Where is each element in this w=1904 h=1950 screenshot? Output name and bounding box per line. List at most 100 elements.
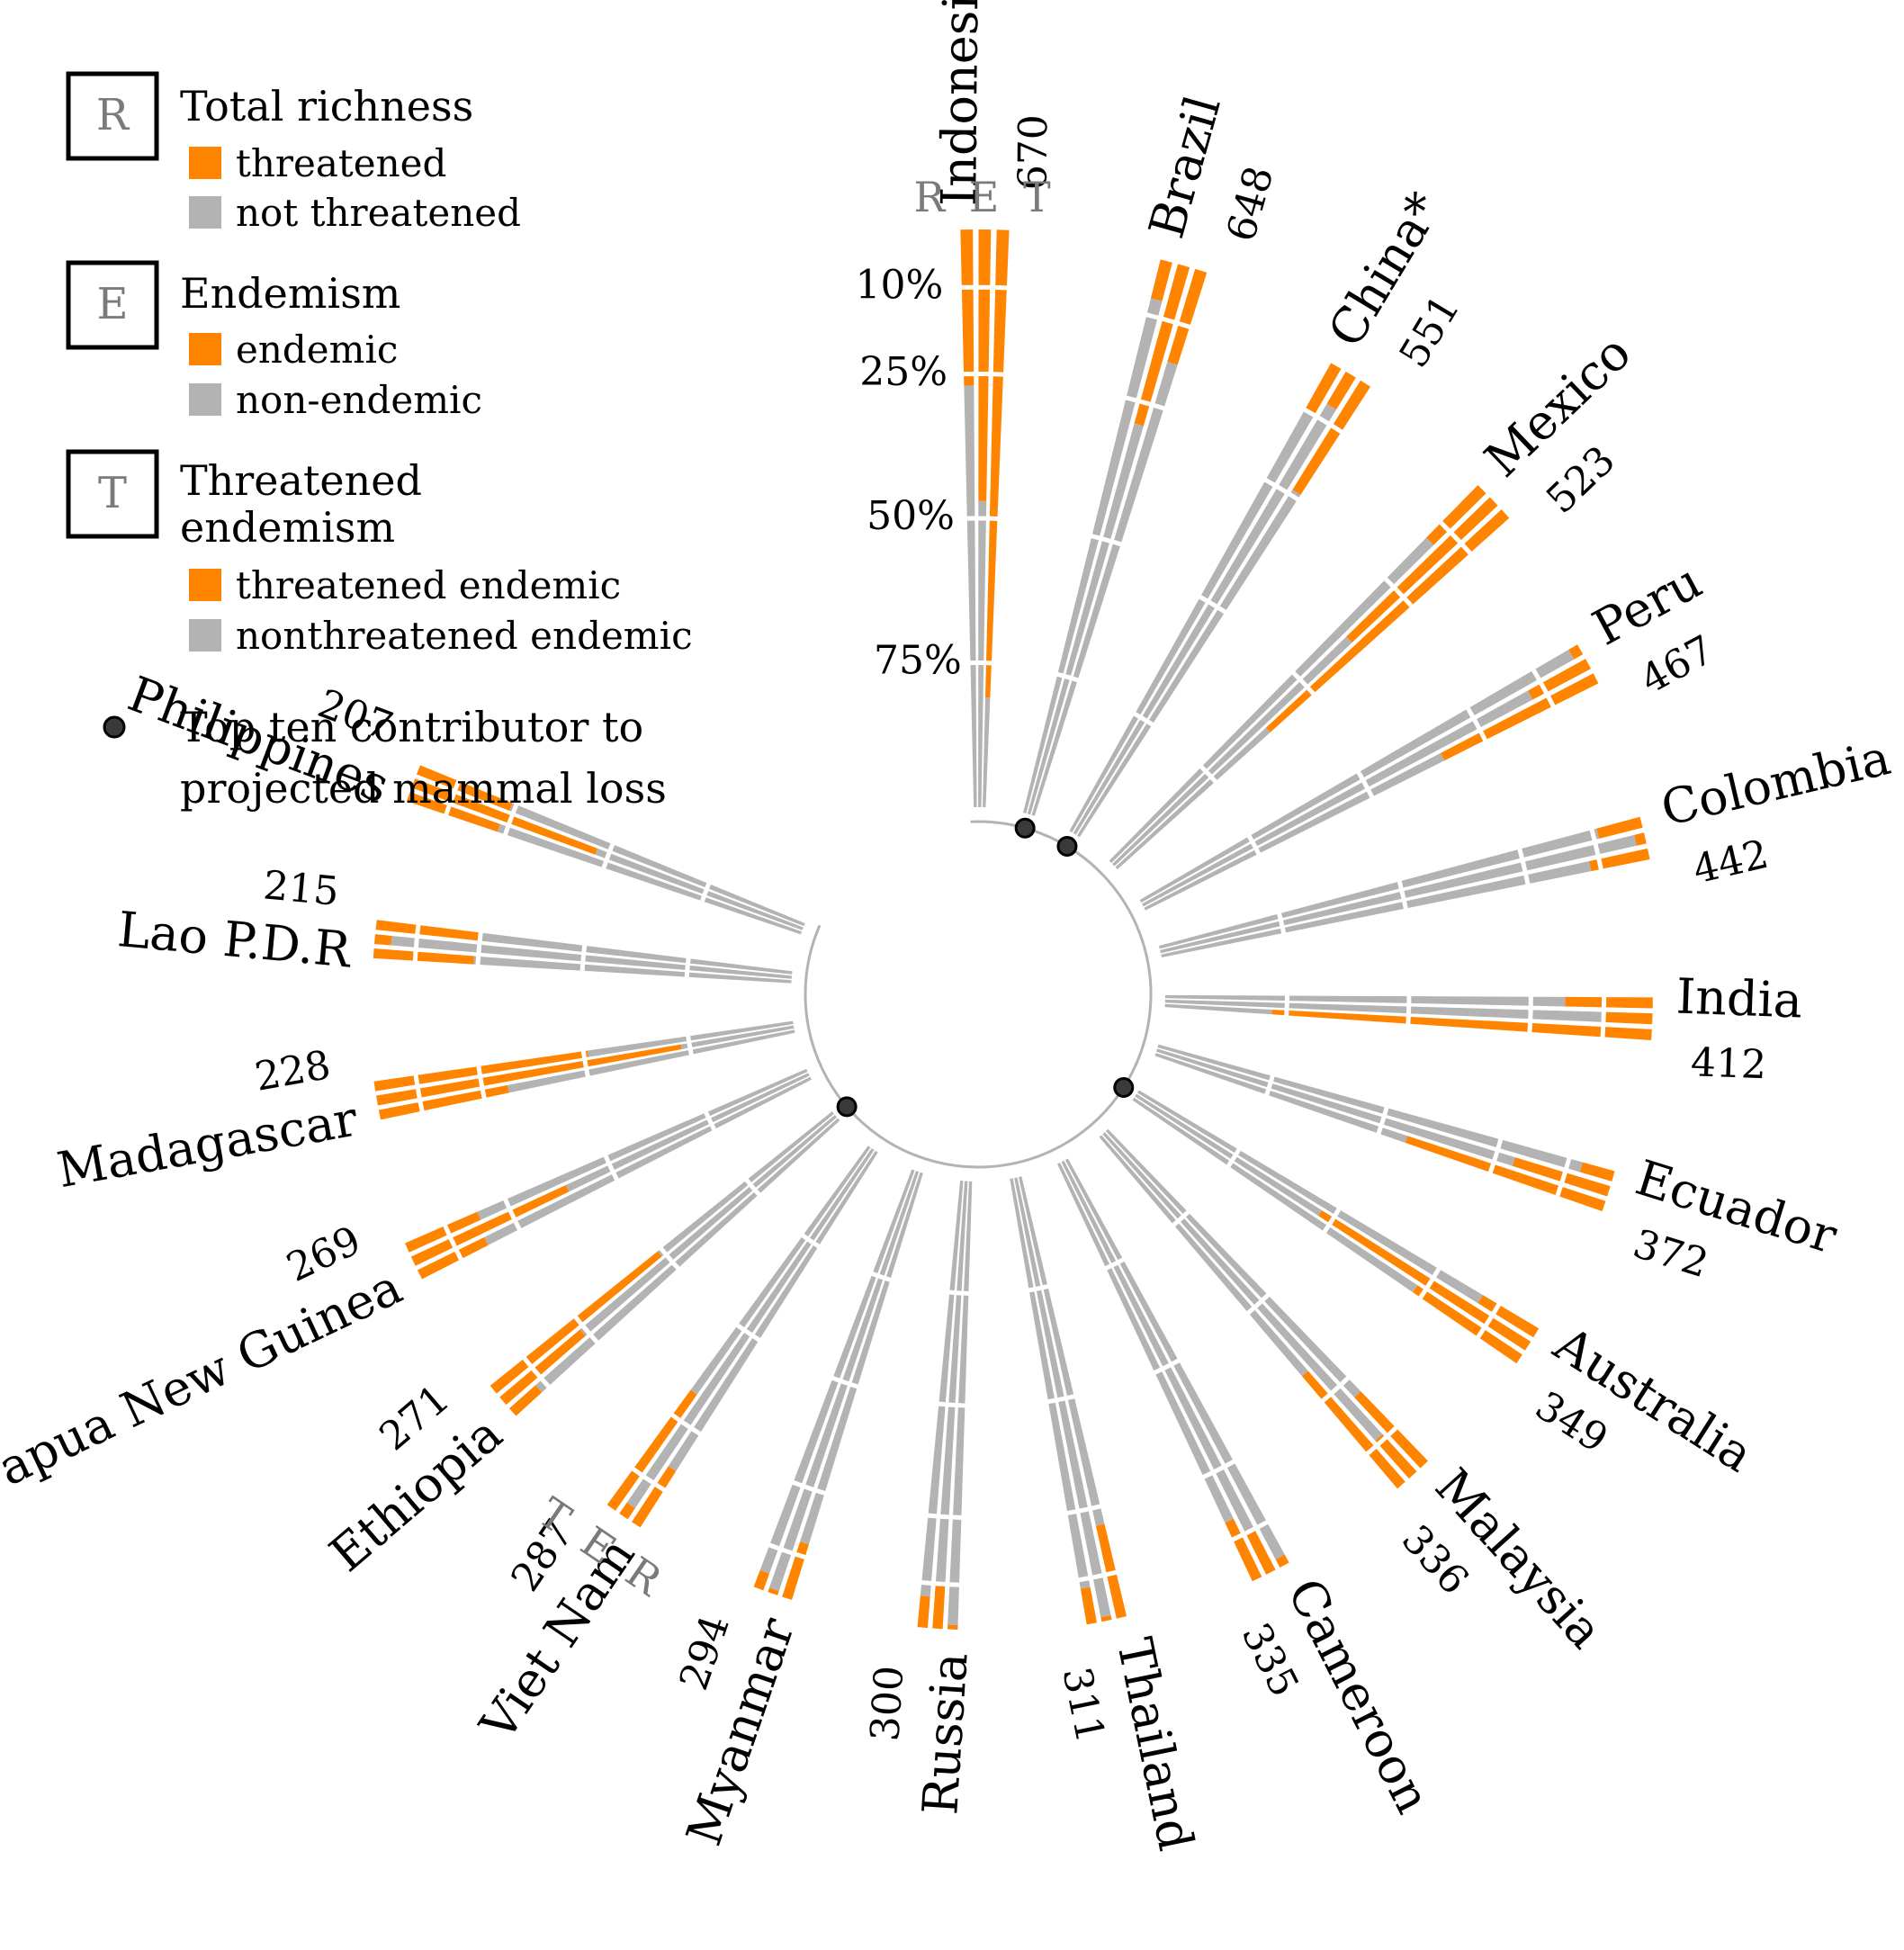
legend-title-threatened-endemism: Threatened endemism — [180, 456, 422, 552]
tick-line — [654, 1482, 666, 1493]
country-label: Papua New Guinea — [0, 1258, 410, 1510]
tick-line — [475, 956, 481, 966]
tick-line — [1321, 1393, 1332, 1403]
tick-line — [795, 1551, 806, 1560]
tick-line — [1078, 1576, 1090, 1583]
bar-e-highlight — [932, 1583, 946, 1630]
tick-line — [1376, 1126, 1383, 1135]
tick-line — [1356, 770, 1365, 780]
country-label: Cameroon — [1276, 1569, 1441, 1821]
bar-r-base — [1105, 1128, 1361, 1397]
tick-line — [579, 964, 586, 972]
bar-t-highlight — [1440, 673, 1599, 761]
bar-e-base — [935, 1181, 968, 1585]
tick-line — [700, 895, 706, 903]
bar-e-base — [1073, 403, 1337, 835]
tick-line — [1138, 399, 1152, 407]
tick-line — [1209, 776, 1217, 784]
tick-line — [1277, 912, 1283, 920]
tick-line — [781, 1547, 794, 1556]
tick-line — [1291, 670, 1301, 680]
tick-line — [1340, 1376, 1351, 1387]
tick-line — [1177, 1215, 1185, 1223]
tick-line — [607, 1163, 615, 1173]
tick-line — [1288, 491, 1300, 502]
tick-line — [1230, 1154, 1237, 1162]
tick-line — [507, 1209, 516, 1220]
bar-t-base — [690, 1146, 871, 1395]
tick-line — [665, 1254, 674, 1263]
legend-marker-label: Top ten contributor to projected mammal l… — [180, 703, 667, 813]
top-ten-marker — [1056, 835, 1078, 857]
bar-r-base — [473, 956, 792, 984]
country-count-label: 228 — [251, 1042, 334, 1101]
tick-line — [1253, 848, 1262, 856]
tick-line — [603, 1155, 611, 1164]
tick-line — [1366, 789, 1375, 799]
country-count-label: 311 — [1053, 1664, 1113, 1748]
bar-e-highlight — [376, 1044, 682, 1106]
tick-line — [1531, 668, 1541, 681]
tick-line — [1217, 606, 1227, 615]
tick-line — [1091, 534, 1100, 541]
tick-line — [412, 950, 418, 962]
tick-line — [418, 1101, 425, 1112]
tick-line — [1425, 1278, 1435, 1290]
tick-line — [1104, 1263, 1112, 1271]
country-count-label: 551 — [1390, 287, 1468, 375]
tick-line — [1376, 1435, 1388, 1447]
bar-e-highlight — [410, 1184, 570, 1266]
legend-label-non-endemic: non-endemic — [236, 378, 482, 422]
bar-t-highlight — [1265, 509, 1510, 732]
bar-r-highlight — [1579, 1162, 1615, 1182]
tick-line — [921, 1579, 932, 1586]
tick-line — [735, 1323, 745, 1332]
tick-line — [1105, 1569, 1118, 1577]
tick-line — [815, 1488, 826, 1496]
tick-line — [1035, 1285, 1042, 1291]
tick-line — [607, 842, 615, 852]
legend: R Total richness threatened not threaten… — [66, 71, 693, 813]
legend-swatch-threatened-endemic — [189, 569, 221, 601]
bar-t-base — [1076, 490, 1301, 838]
tick-line — [749, 1183, 757, 1191]
tick-line — [1125, 395, 1137, 403]
tick-line — [686, 1035, 692, 1042]
tick-line — [1266, 1082, 1273, 1089]
bar-e-highlight — [1100, 1614, 1112, 1622]
bar-e-highlight — [768, 1587, 779, 1595]
percent-tick-label: 25% — [859, 349, 948, 395]
tick-line — [1280, 927, 1287, 934]
bar-e-base — [680, 1025, 795, 1050]
tick-line — [1256, 1520, 1269, 1530]
legend-marker-dot — [103, 715, 126, 739]
tick-line — [743, 1328, 753, 1337]
tick-line — [1523, 874, 1531, 885]
tick-line — [601, 860, 608, 869]
legend-label-threatened: threatened — [236, 141, 446, 185]
tick-line — [480, 1089, 487, 1100]
tick-line — [768, 1542, 780, 1551]
tick-line — [1539, 681, 1549, 695]
country-group-china-: China*551 — [1056, 183, 1468, 857]
tick-line — [804, 1484, 814, 1492]
bar-e-base — [1142, 690, 1533, 907]
tick-line — [582, 1059, 588, 1068]
bar-t-base — [1010, 1178, 1091, 1589]
tick-line — [1276, 484, 1288, 495]
country-label: India — [1675, 968, 1803, 1029]
bar-e-base — [626, 1148, 875, 1509]
tick-line — [1111, 1261, 1118, 1268]
bar-r-highlight — [1477, 1295, 1540, 1338]
bar-t-highlight — [1405, 1136, 1606, 1212]
bar-t-highlight — [1413, 1285, 1522, 1364]
bar-e-highlight — [619, 1502, 635, 1520]
country-group-india: India 412 — [1164, 968, 1803, 1088]
country-label: Russia — [912, 1651, 978, 1817]
tick-line — [476, 943, 482, 954]
tick-line — [871, 1272, 878, 1278]
bar-r-highlight — [960, 229, 974, 386]
bar-e-base — [1102, 1132, 1383, 1442]
